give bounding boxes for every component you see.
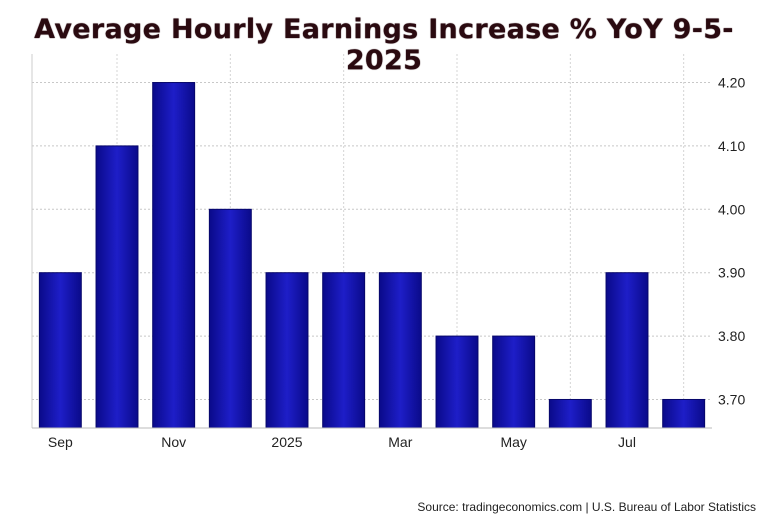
y-tick-label: 3.90 xyxy=(718,265,745,281)
x-tick-label: 2025 xyxy=(271,434,302,450)
chart-title: Average Hourly Earnings Increase % YoY 9… xyxy=(34,14,734,76)
y-axis-ticks: 3.70 3.80 3.90 4.00 4.10 4.20 xyxy=(718,75,745,408)
grid-lines xyxy=(32,54,712,428)
bar-jul xyxy=(605,272,649,429)
x-axis-ticks: Sep Nov 2025 Mar May Jul xyxy=(48,434,636,450)
x-tick-label: Sep xyxy=(48,434,73,450)
y-tick-label: 3.80 xyxy=(718,328,745,344)
y-tick-label: 3.70 xyxy=(718,391,745,407)
x-tick-label: May xyxy=(500,434,526,450)
bar-jan xyxy=(265,272,309,429)
x-tick-label: Mar xyxy=(388,434,412,450)
y-tick-label: 4.10 xyxy=(718,138,745,154)
bar-feb xyxy=(322,272,366,429)
bar-nov xyxy=(152,82,196,429)
bar-apr xyxy=(435,335,479,429)
bar-may xyxy=(492,335,536,429)
bar-dec xyxy=(208,208,252,429)
bar-jun xyxy=(548,398,592,429)
bar-oct xyxy=(95,145,139,429)
bar-aug xyxy=(662,398,706,429)
x-tick-label: Nov xyxy=(161,434,186,450)
x-tick-label: Jul xyxy=(618,434,636,450)
source-note: Source: tradingeconomics.com | U.S. Bure… xyxy=(417,500,756,514)
y-tick-label: 4.20 xyxy=(718,75,745,91)
bar-mar xyxy=(378,272,422,429)
bar-sep xyxy=(38,272,82,429)
bars xyxy=(38,82,706,429)
y-tick-label: 4.00 xyxy=(718,201,745,217)
